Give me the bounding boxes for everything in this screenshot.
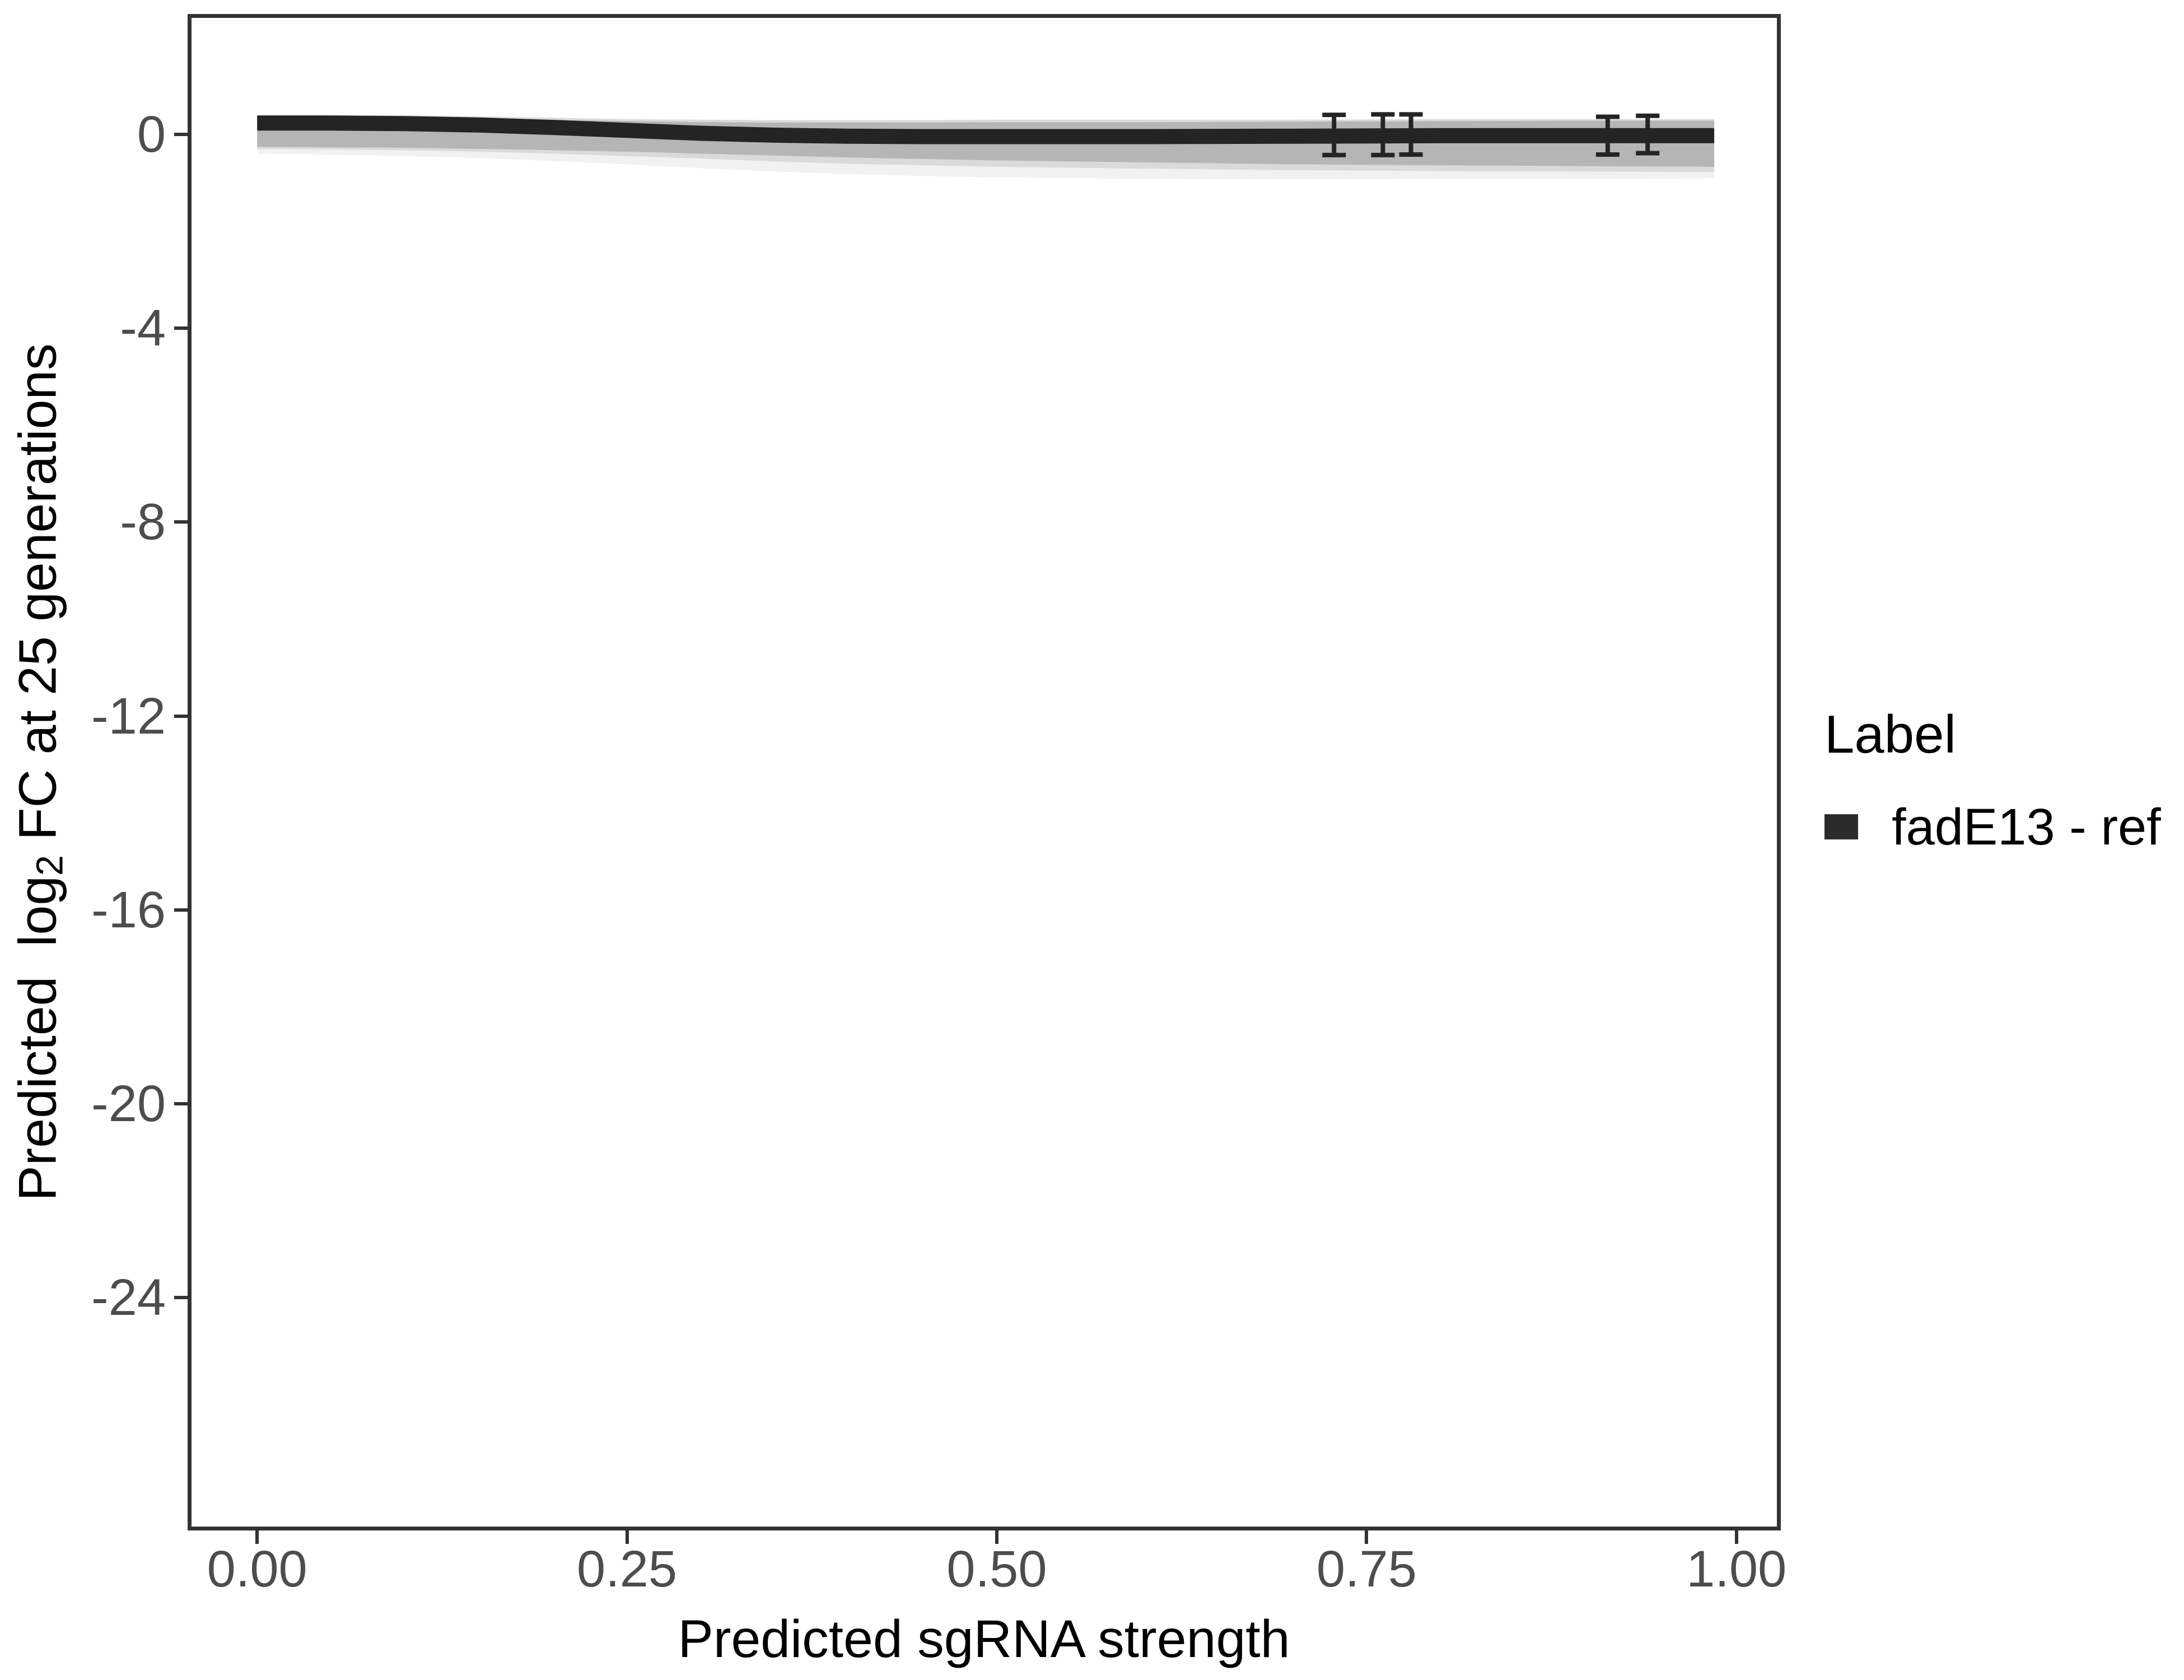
y-tick-label: -8 — [120, 493, 166, 551]
y-tick-label: 0 — [137, 105, 166, 163]
x-tick-mark — [1734, 1530, 1738, 1544]
x-tick-mark — [625, 1530, 629, 1544]
legend: Label fadE13 - ref — [1824, 704, 2161, 853]
error-bar — [1636, 113, 1660, 156]
y-tick-label: -4 — [120, 299, 166, 357]
x-tick-mark — [1365, 1530, 1369, 1544]
y-tick-mark — [174, 1296, 188, 1300]
x-tick-mark — [995, 1530, 998, 1544]
x-tick-label: 0.25 — [577, 1541, 678, 1598]
x-tick-label: 0.50 — [946, 1541, 1047, 1598]
y-axis-title-subscript: 2 — [29, 855, 71, 876]
legend-title: Label — [1824, 704, 1956, 764]
y-axis-title-pre: Predicted log — [8, 875, 68, 1201]
x-axis-title: Predicted sgRNA strength — [678, 1609, 1290, 1669]
error-bar — [1399, 112, 1423, 157]
plot-panel — [188, 14, 1781, 1530]
plot-area-svg — [257, 112, 1715, 180]
y-tick-label: -20 — [91, 1075, 166, 1133]
y-tick-mark — [174, 132, 188, 136]
y-tick-label: -24 — [91, 1269, 166, 1327]
legend-entry-label: fadE13 - ref — [1892, 798, 2161, 856]
y-axis-title-post: FC at 25 generations — [8, 343, 68, 855]
x-tick-mark — [255, 1530, 259, 1544]
error-bar — [1322, 113, 1346, 157]
y-tick-mark — [174, 326, 188, 330]
fit-line — [257, 115, 1715, 144]
y-tick-mark — [174, 908, 188, 912]
x-tick-label: 0.00 — [207, 1541, 307, 1598]
error-bar — [1595, 114, 1620, 157]
y-axis-title: Predicted log2 FC at 25 generations — [8, 343, 71, 1201]
legend-entry: fadE13 - ref — [1824, 801, 2161, 853]
x-tick-label: 0.75 — [1316, 1541, 1417, 1598]
y-tick-mark — [174, 714, 188, 718]
x-tick-label: 1.00 — [1686, 1541, 1787, 1598]
y-tick-label: -16 — [91, 881, 166, 939]
y-tick-label: -12 — [91, 687, 166, 745]
y-tick-mark — [174, 1102, 188, 1106]
error-bar — [1371, 112, 1395, 157]
y-tick-mark — [174, 520, 188, 524]
legend-key-swatch — [1824, 814, 1858, 840]
